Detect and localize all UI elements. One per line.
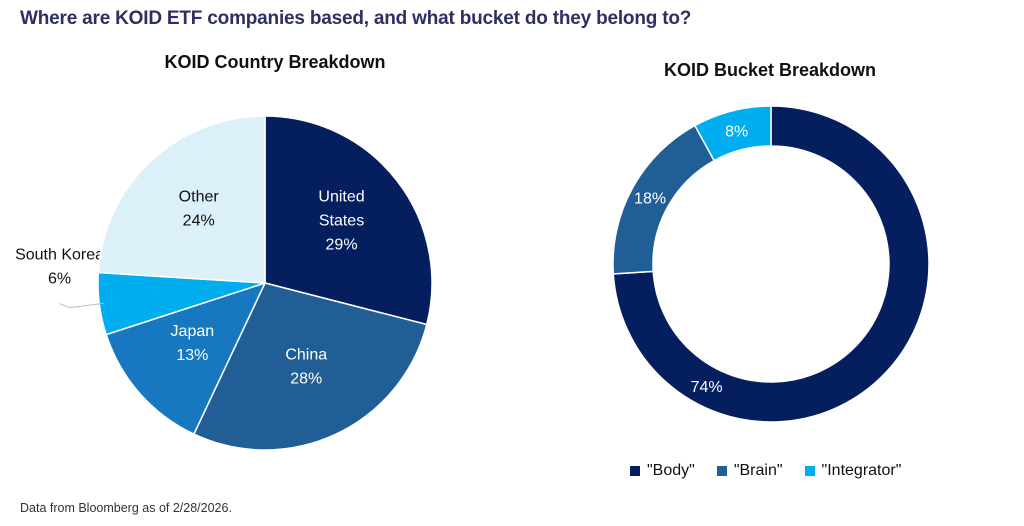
legend-swatch-integrator (804, 466, 815, 476)
page-title: Where are KOID ETF companies based, and … (20, 8, 692, 29)
country-chart-title: KOID Country Breakdown (164, 52, 386, 72)
legend-swatch-brain (716, 466, 727, 476)
donut-label-brain: 18% (634, 191, 666, 208)
bucket-chart-title: KOID Bucket Breakdown (663, 60, 877, 80)
legend-label-brain: "Brain" (733, 462, 783, 479)
bucket-legend: "Body" "Brain" "Integrator" (630, 462, 901, 480)
donut-slice-body (612, 105, 930, 423)
pie-slice-china (192, 282, 428, 451)
legend-item-brain: "Brain" (716, 462, 783, 480)
pie-slice-other (97, 115, 266, 284)
pie-label-south-korea: South Korea 6% (15, 247, 104, 288)
bucket-donut: 74% 18% 8% (612, 105, 930, 423)
country-pie: United States 29% China 28% Japan 13% South Kor… (15, 115, 433, 451)
pie-label-japan: Japan 13% (171, 323, 215, 364)
legend-label-body: "Body" (647, 462, 695, 479)
leader-line-south-korea (59, 302, 105, 309)
legend-item-integrator: "Integrator" (804, 462, 902, 480)
pie-label-united-states: United States 29% (318, 189, 364, 254)
donut-slice-integrator (693, 105, 772, 162)
pie-slice-united-states (264, 115, 433, 326)
pie-slice-japan (105, 281, 267, 436)
source-note: Data from Bloomberg as of 2/28/2026. (20, 501, 232, 515)
legend-item-body: "Body" (630, 462, 695, 480)
legend-label-integrator: "Integrator" (821, 462, 902, 479)
pie-label-china: China 28% (285, 347, 327, 388)
donut-label-body: 74% (691, 379, 723, 396)
legend-swatch-body (630, 466, 640, 476)
pie-label-other: Other 24% (179, 188, 220, 229)
donut-label-integrator: 8% (725, 123, 748, 140)
